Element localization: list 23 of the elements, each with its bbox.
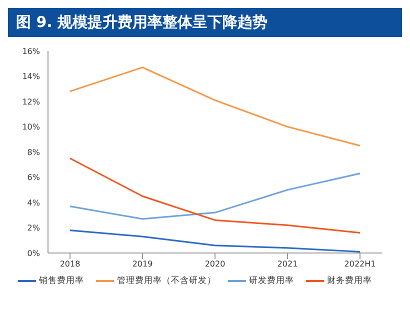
line-series <box>69 172 361 220</box>
line-series <box>69 66 361 146</box>
y-tick-label: 4% <box>27 198 40 208</box>
legend-label: 销售费用率 <box>38 275 84 287</box>
legend-label: 管理费用率（不含研发） <box>116 275 216 287</box>
y-tick-label: 14% <box>22 72 40 82</box>
y-tick-label: 16% <box>22 46 40 56</box>
x-tick-label: 2018 <box>60 260 80 269</box>
line-series <box>69 229 361 253</box>
y-tick-label: 10% <box>22 122 40 132</box>
y-tick-label: 12% <box>22 97 40 106</box>
y-tick-label: 8% <box>27 148 40 157</box>
legend-label: 财务费用率 <box>326 275 372 287</box>
legend-label: 研发费用率 <box>248 275 294 287</box>
x-tick-label: 2021 <box>277 260 298 269</box>
x-tick-label: 2020 <box>204 260 226 269</box>
y-tick-label: 6% <box>27 173 40 182</box>
x-tick-label: 2022H1 <box>344 260 376 269</box>
y-tick-label: 0% <box>27 248 40 258</box>
chart-title: 图 9. 规模提升费用率整体呈下降趋势 <box>8 8 402 37</box>
y-tick-label: 2% <box>27 224 40 233</box>
line-series <box>69 158 361 234</box>
x-tick-label: 2019 <box>132 260 153 269</box>
